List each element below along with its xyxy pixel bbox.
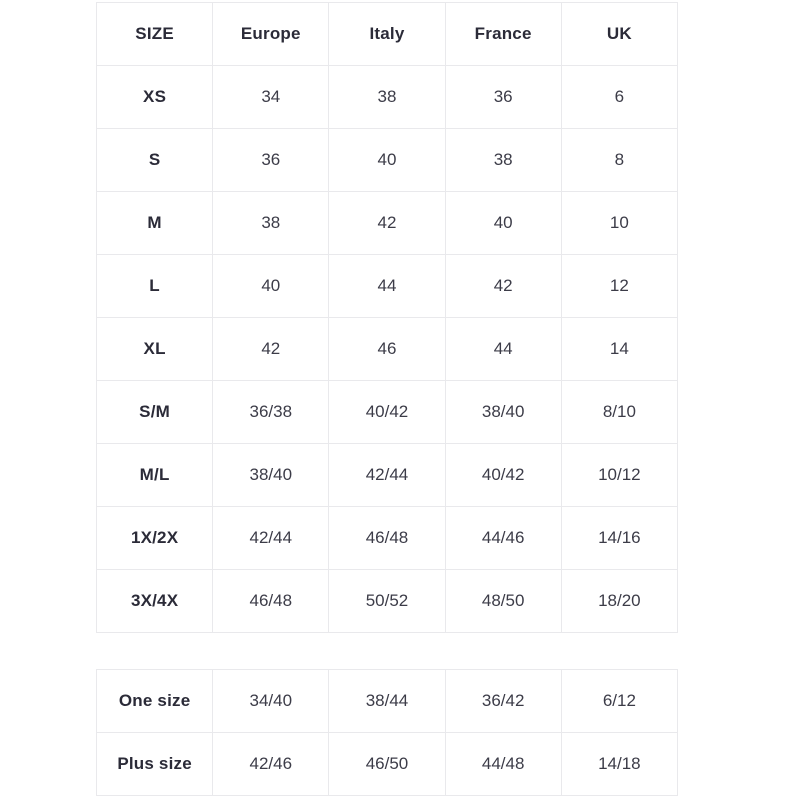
table-row: M 38 42 40 10 — [95, 191, 679, 255]
cell-italy: 42 — [328, 191, 446, 255]
table-row: L 40 44 42 12 — [95, 254, 679, 318]
cell-italy: 40/42 — [328, 380, 446, 444]
cell-france: 38/40 — [444, 380, 562, 444]
table-row: XL 42 46 44 14 — [95, 317, 679, 381]
cell-italy: 46 — [328, 317, 446, 381]
table-row: M/L 38/40 42/44 40/42 10/12 — [95, 443, 679, 507]
column-header-italy: Italy — [328, 2, 446, 66]
header-row: SIZE Europe Italy France UK — [95, 2, 679, 66]
table-body: One size 34/40 38/44 36/42 6/12 Plus siz… — [95, 669, 679, 796]
column-header-uk: UK — [560, 2, 679, 66]
cell-uk: 6/12 — [560, 669, 679, 733]
cell-uk: 10/12 — [560, 443, 679, 507]
cell-europe: 34/40 — [212, 669, 330, 733]
cell-france: 40 — [444, 191, 562, 255]
one-size-plus-size-table: One size 34/40 38/44 36/42 6/12 Plus siz… — [95, 669, 679, 796]
cell-italy: 50/52 — [328, 569, 446, 633]
cell-size: One size — [95, 669, 214, 733]
cell-size: M — [95, 191, 214, 255]
cell-europe: 42/46 — [212, 732, 330, 796]
cell-europe: 36 — [212, 128, 330, 192]
column-header-france: France — [444, 2, 562, 66]
cell-uk: 14 — [560, 317, 679, 381]
table-row: S/M 36/38 40/42 38/40 8/10 — [95, 380, 679, 444]
cell-europe: 38 — [212, 191, 330, 255]
cell-italy: 38/44 — [328, 669, 446, 733]
cell-size: Plus size — [95, 732, 214, 796]
cell-france: 36 — [444, 65, 562, 129]
cell-size: XL — [95, 317, 214, 381]
cell-italy: 40 — [328, 128, 446, 192]
table-row: One size 34/40 38/44 36/42 6/12 — [95, 669, 679, 733]
cell-italy: 46/48 — [328, 506, 446, 570]
cell-uk: 12 — [560, 254, 679, 318]
cell-france: 40/42 — [444, 443, 562, 507]
table-body: XS 34 38 36 6 S 36 40 38 8 M 38 42 40 10 — [95, 65, 679, 633]
column-header-europe: Europe — [212, 2, 330, 66]
column-header-size: SIZE — [95, 2, 214, 66]
table-row: Plus size 42/46 46/50 44/48 14/18 — [95, 732, 679, 796]
cell-size: 3X/4X — [95, 569, 214, 633]
cell-size: S/M — [95, 380, 214, 444]
cell-europe: 34 — [212, 65, 330, 129]
cell-size: L — [95, 254, 214, 318]
table-row: 3X/4X 46/48 50/52 48/50 18/20 — [95, 569, 679, 633]
cell-europe: 36/38 — [212, 380, 330, 444]
cell-size: M/L — [95, 443, 214, 507]
table-row: 1X/2X 42/44 46/48 44/46 14/16 — [95, 506, 679, 570]
cell-uk: 18/20 — [560, 569, 679, 633]
cell-italy: 44 — [328, 254, 446, 318]
cell-europe: 42 — [212, 317, 330, 381]
cell-france: 38 — [444, 128, 562, 192]
cell-europe: 38/40 — [212, 443, 330, 507]
cell-size: S — [95, 128, 214, 192]
cell-uk: 8/10 — [560, 380, 679, 444]
table-separator — [96, 633, 678, 669]
cell-france: 44/48 — [444, 732, 562, 796]
cell-europe: 46/48 — [212, 569, 330, 633]
cell-italy: 42/44 — [328, 443, 446, 507]
cell-europe: 40 — [212, 254, 330, 318]
cell-france: 44/46 — [444, 506, 562, 570]
cell-france: 44 — [444, 317, 562, 381]
cell-france: 36/42 — [444, 669, 562, 733]
cell-italy: 46/50 — [328, 732, 446, 796]
cell-uk: 10 — [560, 191, 679, 255]
cell-uk: 14/16 — [560, 506, 679, 570]
table-row: XS 34 38 36 6 — [95, 65, 679, 129]
cell-uk: 14/18 — [560, 732, 679, 796]
cell-europe: 42/44 — [212, 506, 330, 570]
size-chart-container: SIZE Europe Italy France UK XS 34 38 36 … — [95, 2, 679, 796]
size-conversion-table: SIZE Europe Italy France UK XS 34 38 36 … — [95, 2, 679, 633]
table-header: SIZE Europe Italy France UK — [95, 2, 679, 66]
cell-uk: 6 — [560, 65, 679, 129]
cell-italy: 38 — [328, 65, 446, 129]
cell-france: 42 — [444, 254, 562, 318]
cell-size: XS — [95, 65, 214, 129]
cell-uk: 8 — [560, 128, 679, 192]
table-row: S 36 40 38 8 — [95, 128, 679, 192]
cell-france: 48/50 — [444, 569, 562, 633]
cell-size: 1X/2X — [95, 506, 214, 570]
